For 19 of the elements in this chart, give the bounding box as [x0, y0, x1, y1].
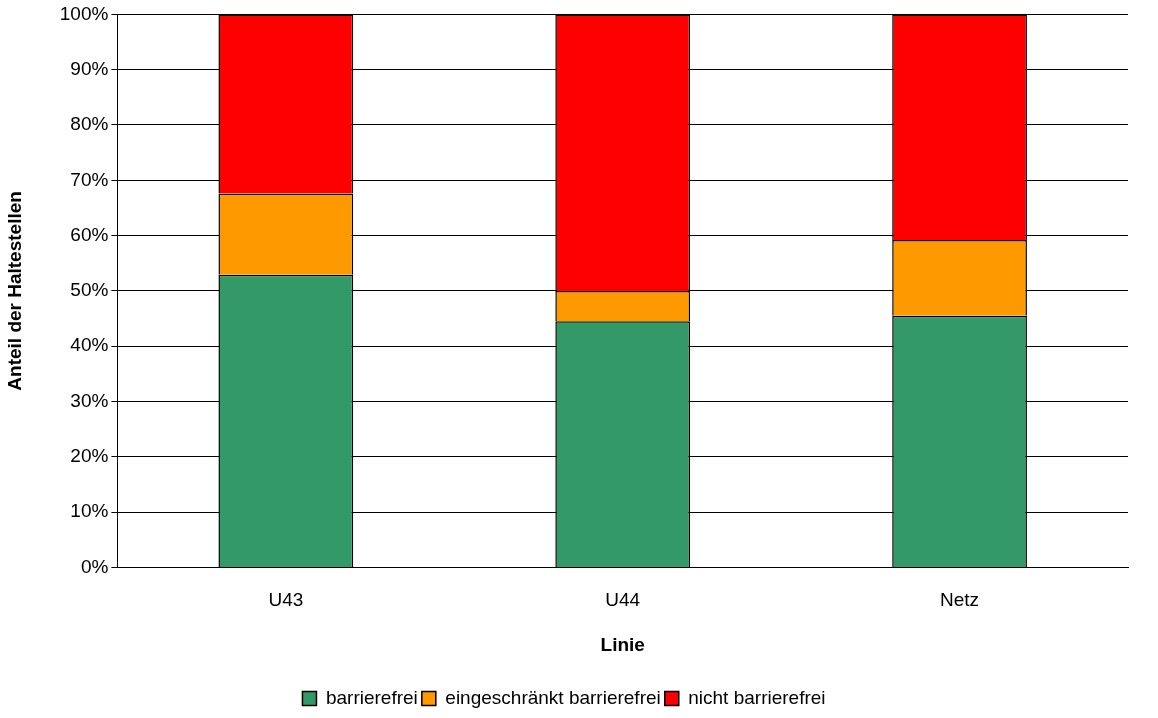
y-tick-label: 0% — [80, 555, 109, 577]
x-tick-label: U43 — [268, 589, 304, 611]
legend-label: nicht barrierefrei — [688, 686, 826, 708]
y-tick-label: 80% — [70, 113, 109, 135]
y-tick-label: 10% — [70, 500, 109, 522]
legend-label: barrierefrei — [325, 686, 418, 708]
y-tick-label: 90% — [70, 57, 109, 79]
y-axis-title: Anteil der Haltestellen — [3, 191, 25, 391]
y-tick-label: 20% — [70, 445, 109, 467]
legend-label: eingeschränkt barrierefrei — [445, 686, 661, 708]
y-tick-label: 60% — [70, 223, 109, 245]
y-tick-label: 50% — [70, 279, 109, 301]
x-tick-label: Netz — [940, 589, 980, 611]
y-tick-label: 40% — [70, 334, 109, 356]
y-tick-label: 100% — [59, 2, 109, 24]
y-tick-label: 30% — [70, 389, 109, 411]
y-tick-label: 70% — [70, 168, 109, 190]
x-tick-label: U44 — [605, 589, 641, 611]
x-axis-title: Linie — [600, 633, 645, 655]
